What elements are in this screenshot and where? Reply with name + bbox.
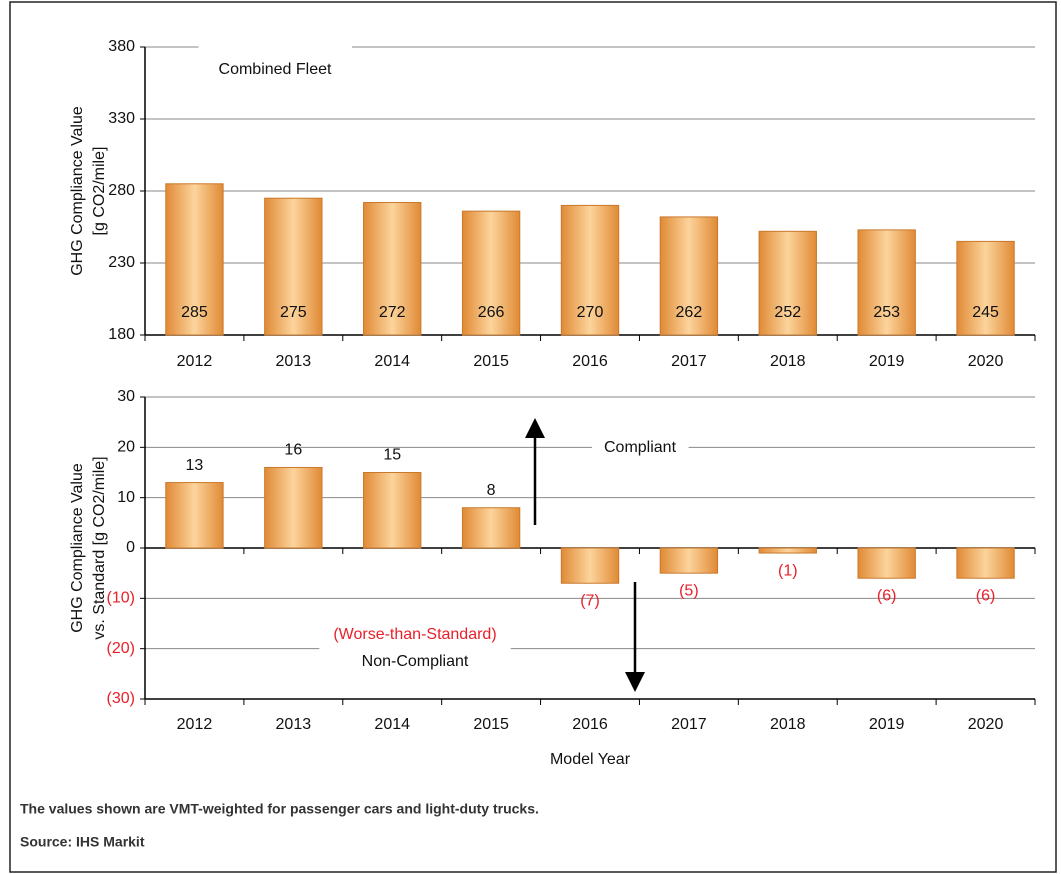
- source: Source: IHS Markit: [20, 834, 145, 850]
- y-tick-label: 0: [126, 539, 135, 556]
- frame: [9, 1, 1057, 873]
- annotation-bg: [198, 35, 353, 105]
- x-tick-label: 2015: [473, 716, 509, 733]
- annotation-bg: [591, 433, 689, 463]
- y-axis-label: vs. Standard [g CO2/mile]: [91, 456, 108, 639]
- x-tick-label: 2017: [671, 353, 707, 370]
- value-label: 270: [577, 304, 604, 321]
- y-tick-label: (10): [107, 590, 135, 607]
- y-tick-label: 380: [108, 38, 135, 55]
- y-tick-label: 30: [117, 388, 135, 405]
- bar: [659, 216, 719, 336]
- annotation: (Worse-than-Standard): [333, 626, 496, 643]
- bar: [758, 230, 817, 336]
- bar: [363, 472, 422, 549]
- bar: [165, 482, 224, 549]
- y-axis-label: GHG Compliance Value: [69, 463, 86, 633]
- value-label: 266: [478, 304, 505, 321]
- annotation: Non-Compliant: [362, 653, 469, 670]
- y-tick-label: 330: [108, 110, 135, 127]
- bar: [659, 547, 719, 574]
- bar: [956, 240, 1015, 336]
- x-tick-label: 2012: [177, 353, 213, 370]
- value-label: 15: [383, 447, 401, 464]
- value-label: 252: [774, 304, 801, 321]
- bar: [956, 547, 1015, 579]
- value-label: 16: [284, 442, 302, 459]
- y-tick-label: 20: [117, 439, 135, 456]
- x-tick-label: 2016: [572, 353, 608, 370]
- footnote: The values shown are VMT-weighted for pa…: [20, 801, 539, 817]
- value-label: (1): [778, 562, 798, 579]
- bar: [461, 210, 521, 336]
- value-label: 8: [487, 482, 496, 499]
- x-tick-label: 2018: [770, 353, 806, 370]
- y-axis-label: GHG Compliance Value: [69, 106, 86, 276]
- y-tick-label: (20): [107, 640, 135, 657]
- x-axis-label: Model Year: [550, 751, 631, 768]
- value-label: 285: [181, 304, 208, 321]
- y-tick-label: 10: [117, 489, 135, 506]
- x-tick-label: 2014: [374, 353, 410, 370]
- value-label: 253: [873, 304, 900, 321]
- x-tick-label: 2016: [572, 716, 608, 733]
- bar: [363, 202, 422, 336]
- value-label: 245: [972, 304, 999, 321]
- y-tick-label: 230: [108, 254, 135, 271]
- x-tick-label: 2013: [276, 353, 312, 370]
- bar: [857, 229, 916, 336]
- value-label: (5): [679, 582, 699, 599]
- bar: [758, 547, 817, 554]
- x-tick-label: 2020: [968, 353, 1004, 370]
- bar: [264, 197, 323, 336]
- bar: [560, 547, 620, 584]
- x-tick-label: 2014: [374, 716, 410, 733]
- annotation-bg: [347, 645, 483, 679]
- y-tick-label: 180: [108, 326, 135, 343]
- value-label: 262: [676, 304, 703, 321]
- value-label: 272: [379, 304, 406, 321]
- x-tick-label: 2017: [671, 716, 707, 733]
- value-label: (6): [976, 587, 996, 604]
- x-tick-label: 2019: [869, 716, 905, 733]
- annotation: Combined Fleet: [219, 61, 333, 78]
- x-tick-label: 2018: [770, 716, 806, 733]
- value-label: (6): [877, 587, 897, 604]
- bar: [560, 204, 620, 336]
- x-tick-label: 2020: [968, 716, 1004, 733]
- bar: [264, 466, 323, 549]
- bar: [857, 547, 916, 579]
- x-tick-label: 2012: [177, 716, 213, 733]
- value-label: 275: [280, 304, 307, 321]
- annotation: Compliant: [604, 439, 677, 456]
- bar: [165, 183, 224, 336]
- bar: [461, 507, 521, 549]
- x-tick-label: 2013: [276, 716, 312, 733]
- x-tick-label: 2015: [473, 353, 509, 370]
- x-tick-label: 2019: [869, 353, 905, 370]
- y-tick-label: (30): [107, 690, 135, 707]
- y-axis-label: [g CO2/mile]: [91, 147, 108, 236]
- value-label: 13: [186, 457, 204, 474]
- value-label: (7): [580, 592, 600, 609]
- y-tick-label: 280: [108, 182, 135, 199]
